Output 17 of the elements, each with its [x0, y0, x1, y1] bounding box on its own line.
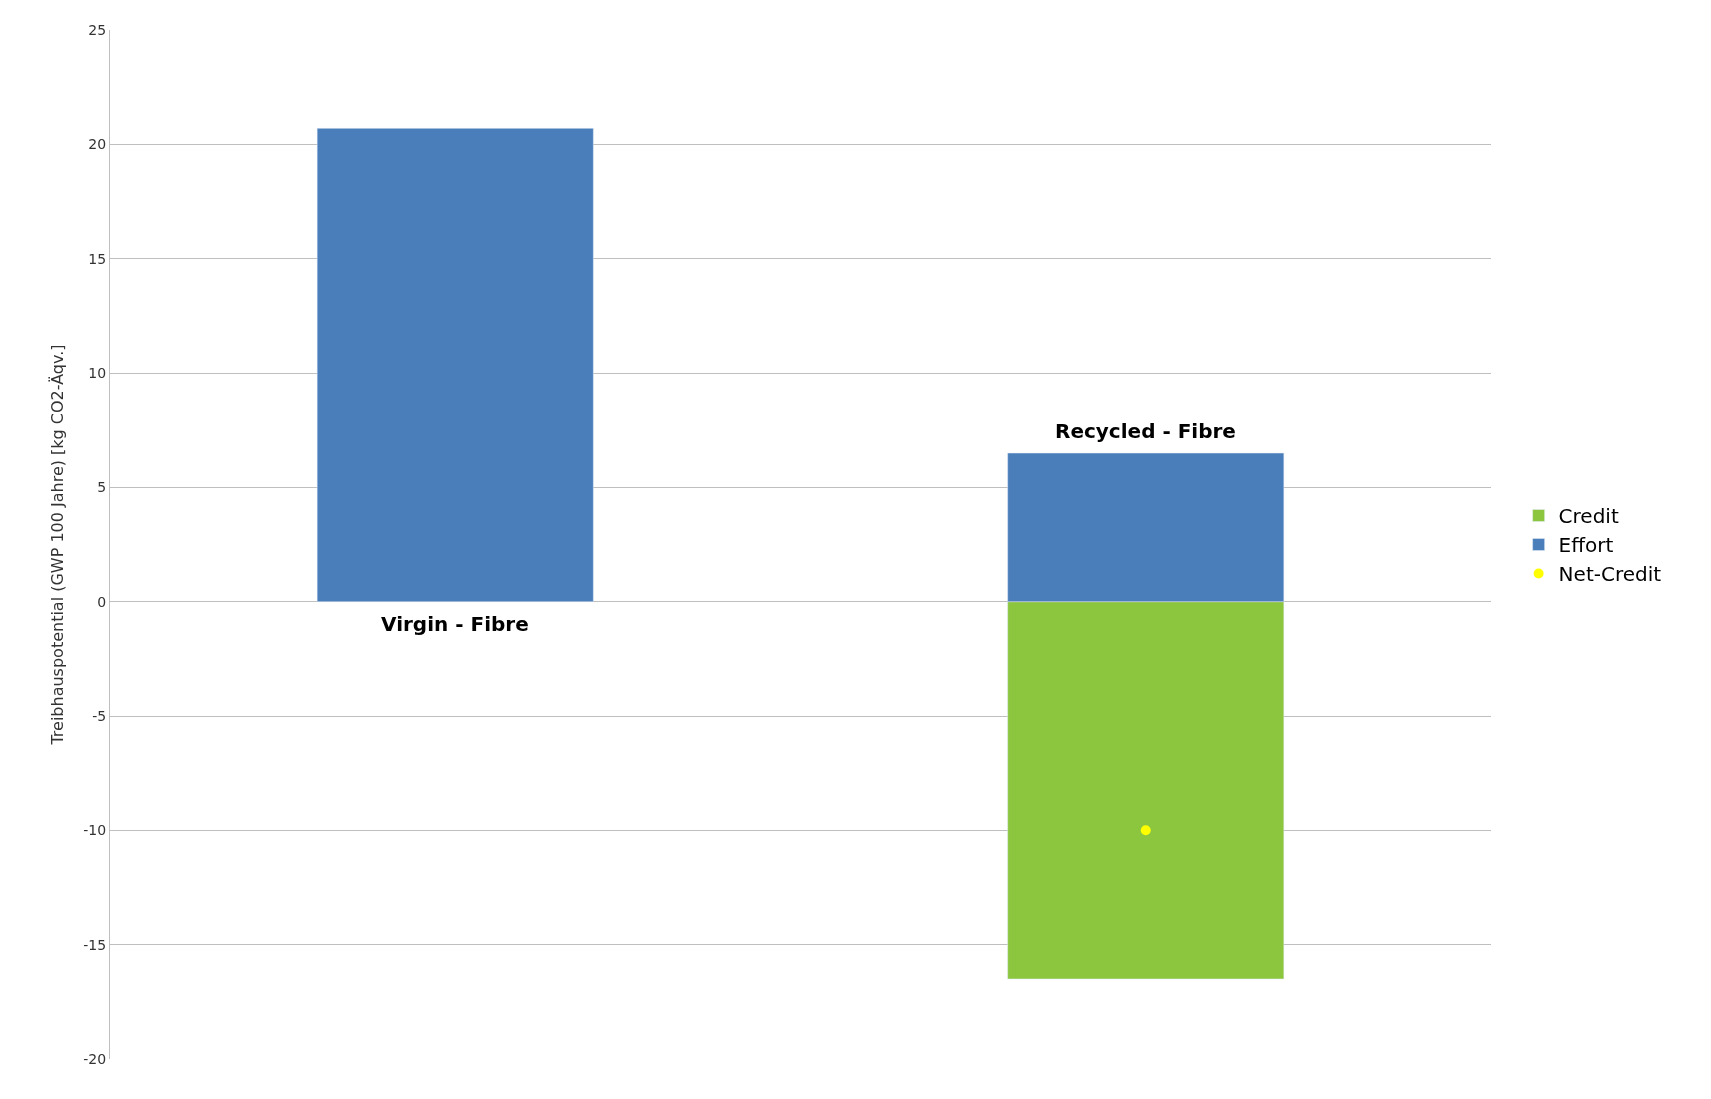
y-tick-label: 5 — [97, 479, 107, 496]
y-tick-label: -5 — [92, 707, 107, 724]
bar — [316, 128, 594, 602]
y-tick-label: -10 — [83, 822, 107, 839]
legend-label: Credit — [1558, 504, 1619, 529]
y-tick-label: 25 — [88, 21, 107, 38]
y-tick-label: 20 — [88, 136, 107, 153]
y-tick-label: 15 — [88, 250, 107, 267]
x-tick-label: Virgin - Fibre — [381, 612, 529, 636]
y-axis-title: Treibhauspotential (GWP 100 Jahre) [kg CO2-Äqv.] — [48, 344, 68, 746]
y-tick-label: 10 — [88, 364, 107, 381]
y-tick-label: -15 — [83, 936, 107, 953]
y-tick-label: 0 — [97, 593, 107, 610]
legend-label: Net-Credit — [1558, 562, 1662, 587]
legend-label: Effort — [1558, 533, 1614, 558]
x-tick-label: Recycled - Fibre — [1055, 419, 1236, 443]
y-tick-label: -20 — [83, 1050, 107, 1067]
